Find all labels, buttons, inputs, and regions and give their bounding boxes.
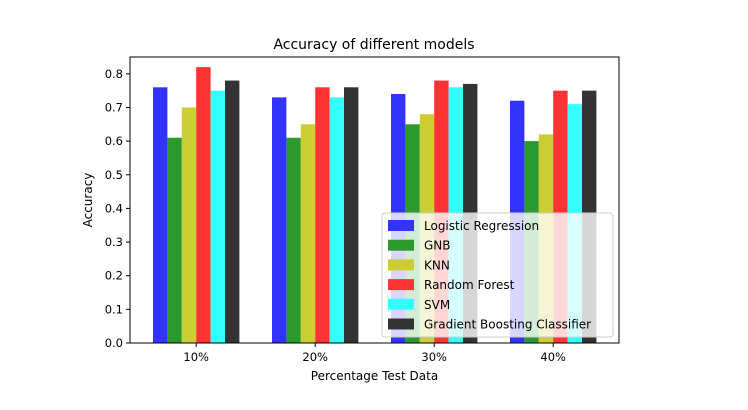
legend: Logistic Regression GNB KNN Random Forest SV… [381,212,614,338]
bar-knn-10pct [181,107,197,343]
x-tick-label: 20% [302,350,328,364]
legend-swatch [388,239,414,251]
bar-random-forest-10pct [196,67,211,343]
y-tick-label: 0.3 [105,235,123,249]
y-tick-label: 0.8 [105,67,123,81]
bar-random-forest-20pct [315,87,330,343]
bar-gradient-boosting-classifier-10pct [225,80,240,344]
x-axis: 10% 20% 30% 40% [183,343,566,364]
legend-label: Gradient Boosting Classifier [424,318,591,332]
legend-label: SVM [424,298,450,312]
y-axis-label: Accuracy [81,173,95,228]
legend-label: GNB [424,239,451,253]
legend-label: KNN [424,258,450,272]
legend-box [381,212,614,338]
bar-logistic-regression-20pct [272,97,287,343]
bar-logistic-regression-10pct [153,87,168,343]
legend-swatch [388,298,414,310]
y-tick-label: 0.1 [105,302,123,316]
bar-knn-20pct [300,124,316,343]
y-tick-label: 0.4 [105,201,123,215]
y-tick-label: 0.5 [105,168,123,182]
legend-label: Logistic Regression [424,219,539,233]
y-tick-label: 0.0 [105,336,123,350]
legend-swatch [388,279,414,291]
x-tick-label: 30% [421,350,447,364]
y-tick-label: 0.7 [105,100,123,114]
y-tick-label: 0.6 [105,134,123,148]
y-axis: 0.0 0.1 0.2 0.3 0.4 0.5 0.6 0.7 0.8 [105,67,130,350]
legend-label: Random Forest [424,278,515,292]
legend-swatch [388,318,414,330]
bar-svm-20pct [329,97,344,343]
y-tick-label: 0.2 [105,269,123,283]
bar-svm-10pct [210,90,225,344]
bar-gnb-20pct [286,137,301,343]
x-axis-label: Percentage Test Data [311,369,438,383]
legend-swatch [388,259,414,271]
legend-swatch [388,220,414,231]
bar-gradient-boosting-classifier-20pct [344,87,359,343]
x-tick-label: 40% [540,350,566,364]
x-tick-label: 10% [183,350,209,364]
chart-title: Accuracy of different models [273,37,474,53]
plot-frame [129,56,620,344]
bar-gnb-10pct [167,137,182,343]
